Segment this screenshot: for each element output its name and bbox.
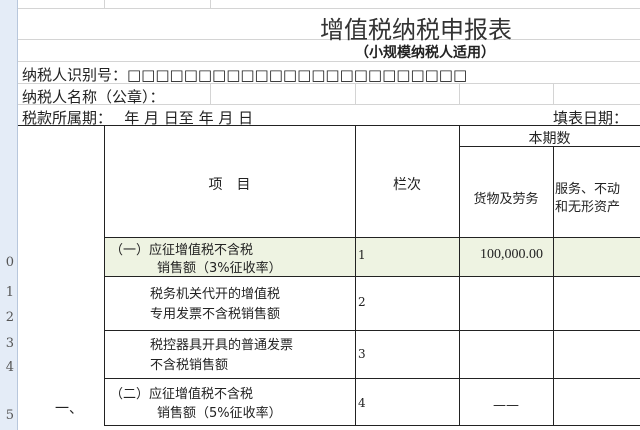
row-number[interactable]: 0	[5, 255, 14, 270]
current-period-header: 本期数	[528, 131, 571, 147]
table-border	[104, 237, 640, 238]
column-no-header: 栏次	[393, 177, 421, 193]
table-border	[104, 276, 640, 277]
table-border	[104, 125, 105, 426]
row-4-label-line2: 销售额（5%征收率）	[157, 406, 282, 421]
section-mark: 一、	[55, 401, 83, 417]
row-1-goods-value[interactable]: 100,000.00	[480, 247, 543, 262]
row-number[interactable]: 5	[5, 408, 14, 423]
gridline	[104, 0, 105, 8]
services-header-1: 服务、不动	[555, 182, 621, 197]
gridline	[18, 83, 640, 84]
row-1-label-line2: 销售额（3%征收率）	[157, 261, 282, 276]
fill-date-label: 填表日期：	[553, 109, 629, 127]
table-border	[104, 378, 640, 379]
gridline	[210, 0, 211, 8]
row-number[interactable]: 4	[5, 360, 14, 375]
goods-header: 货物及劳务	[473, 192, 539, 207]
table-border	[553, 146, 554, 426]
row-header-column[interactable]: 0 1 2 3 4 5	[0, 0, 18, 430]
table-border	[104, 330, 640, 331]
gridline	[18, 61, 640, 62]
gridline	[553, 83, 554, 104]
form-subtitle: （小规模纳税人适用）	[355, 45, 495, 61]
table-border	[18, 125, 640, 126]
row-3-label-line2: 不含税销售额	[150, 358, 229, 373]
row-number[interactable]: 1	[5, 285, 14, 300]
gridline	[355, 83, 356, 104]
services-header-2: 和无形资产	[555, 200, 621, 215]
row-1-no: 1	[358, 248, 366, 262]
item-header: 项 目	[208, 177, 251, 193]
highlighted-row	[104, 237, 640, 276]
tax-period-field[interactable]: 税款所属期： 年 月 日至 年 月 日	[22, 109, 254, 127]
row-4-label-line1: （二）应征增值税不含税	[110, 387, 254, 402]
table-border	[459, 125, 460, 426]
table-border	[355, 125, 356, 426]
row-1-label-line1: （一）应征增值税不含税	[110, 243, 254, 258]
gridline	[18, 39, 640, 40]
gridline	[18, 104, 640, 105]
row-2-label-line2: 专用发票不含税销售额	[150, 307, 281, 322]
row-number[interactable]: 2	[5, 310, 14, 325]
table-border	[459, 146, 640, 147]
row-3-no: 3	[358, 347, 366, 361]
table-border	[104, 425, 640, 426]
gridline	[210, 83, 211, 104]
taxpayer-id-field[interactable]: 纳税人识别号：□□□□□□□□□□□□□□□□□□□□□□□□	[22, 66, 468, 84]
row-2-label-line1: 税务机关代开的增值税	[150, 287, 281, 302]
row-3-label-line1: 税控器具开具的普通发票	[150, 338, 294, 353]
gridline	[18, 8, 640, 9]
row-4-goods-value[interactable]: ——	[493, 398, 519, 413]
gridline	[459, 83, 460, 104]
form-title: 增值税纳税申报表	[320, 16, 512, 44]
row-2-no: 2	[358, 295, 366, 309]
row-4-no: 4	[358, 396, 366, 410]
row-number[interactable]: 3	[5, 336, 14, 351]
taxpayer-name-field[interactable]: 纳税人名称（公章）：	[22, 88, 165, 106]
